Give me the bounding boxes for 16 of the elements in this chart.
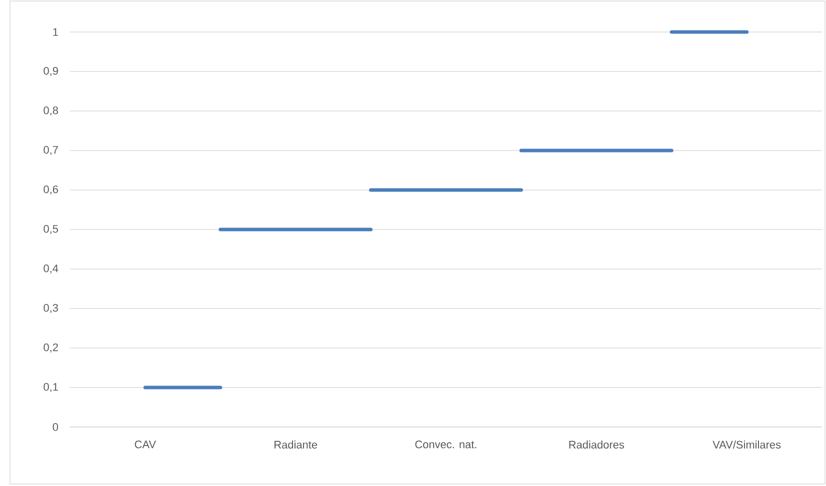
y-tick-label: 0,2 bbox=[44, 343, 58, 353]
x-tick-label: VAV/Similares bbox=[712, 440, 781, 449]
y-tick-label: 0,5 bbox=[44, 224, 58, 234]
y-tick-label: 1 bbox=[53, 28, 58, 36]
y-tick-label: 0,4 bbox=[44, 264, 58, 274]
x-tick-label: Radiante bbox=[274, 440, 318, 449]
y-tick-label: 0,8 bbox=[44, 106, 58, 116]
y-tick-label: 0,1 bbox=[44, 382, 58, 392]
y-tick-label: 0,3 bbox=[44, 304, 58, 314]
y-tick-label: 0,6 bbox=[44, 185, 58, 195]
y-tick-label: 0 bbox=[52, 423, 58, 431]
x-tick-label: Convec. nat. bbox=[415, 440, 476, 448]
x-tick-label: Radiadores bbox=[569, 440, 624, 449]
y-tick-label: 0,9 bbox=[44, 66, 58, 76]
y-tick-label: 0,7 bbox=[44, 146, 58, 156]
x-tick-label: CAV bbox=[134, 440, 156, 448]
